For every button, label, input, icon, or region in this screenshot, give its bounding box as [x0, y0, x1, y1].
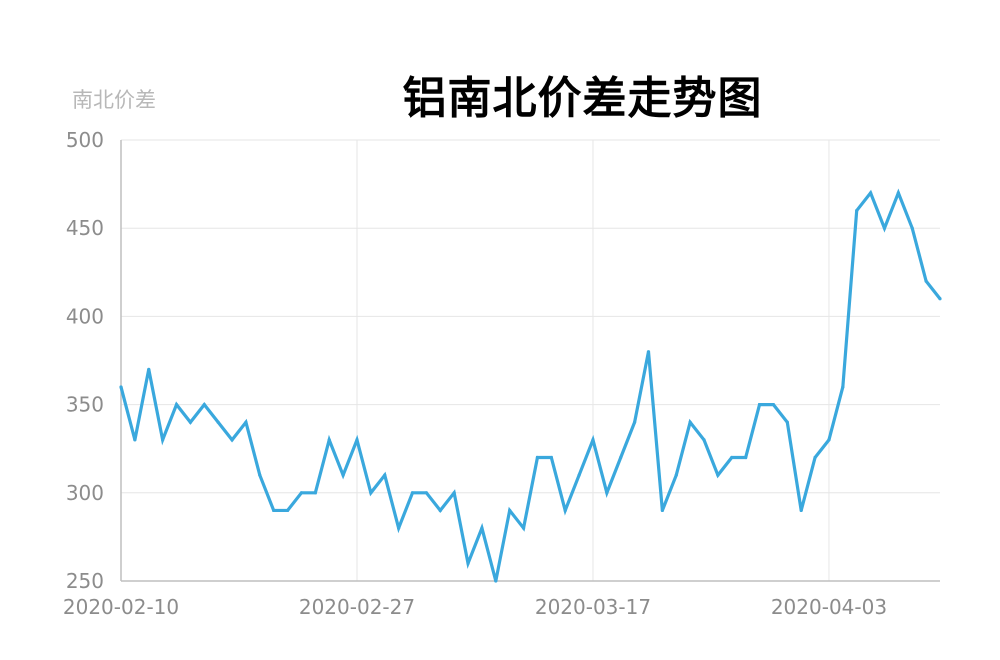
y-tick-label: 300	[66, 481, 104, 505]
data-point	[521, 526, 526, 530]
data-point	[188, 420, 193, 424]
data-point	[299, 491, 304, 495]
data-point	[230, 438, 234, 442]
data-point	[549, 455, 553, 460]
data-point	[438, 508, 442, 513]
data-point	[410, 491, 415, 495]
data-point	[605, 491, 609, 495]
y-tick-label: 500	[66, 128, 104, 152]
data-point	[896, 191, 900, 195]
data-point	[313, 491, 317, 495]
data-point	[244, 420, 248, 424]
data-point	[383, 473, 387, 477]
data-point	[771, 403, 776, 407]
data-point	[327, 438, 331, 442]
data-point	[369, 491, 373, 495]
data-point	[161, 438, 165, 442]
y-axis-unit-label: 南北价差	[72, 88, 156, 112]
data-point	[272, 508, 276, 513]
y-tick-label: 250	[66, 569, 104, 593]
data-point	[827, 438, 831, 442]
data-point	[688, 420, 692, 424]
data-point	[910, 226, 914, 230]
x-tick-label: 2020-04-03	[771, 595, 887, 619]
data-point	[355, 438, 359, 442]
data-point	[702, 438, 706, 442]
data-point	[799, 508, 803, 513]
data-point	[535, 455, 540, 460]
y-tick-label: 450	[66, 216, 104, 240]
data-point	[744, 455, 748, 460]
series-layer	[119, 188, 942, 583]
data-point	[868, 191, 873, 195]
data-point	[480, 526, 484, 530]
data-point	[882, 226, 887, 230]
tick-label-layer: 250 300 350 400 450 500 2020-02-10 2020-02-27 20…	[63, 128, 887, 619]
data-point	[397, 526, 401, 530]
data-point	[258, 473, 262, 477]
grid-layer	[121, 139, 940, 581]
x-tick-label: 2020-02-10	[63, 595, 179, 619]
data-point	[841, 385, 845, 389]
data-point	[785, 420, 789, 424]
data-point	[660, 508, 664, 513]
data-point	[855, 208, 859, 213]
data-point	[119, 385, 123, 389]
data-point	[174, 403, 179, 407]
data-point	[757, 403, 762, 407]
data-point	[508, 508, 512, 513]
data-point	[452, 491, 456, 495]
data-point	[619, 455, 623, 460]
x-tick-label: 2020-03-17	[535, 595, 651, 619]
data-point	[591, 438, 595, 442]
data-point	[341, 473, 345, 477]
data-point	[424, 491, 428, 495]
axis-layer	[120, 140, 940, 582]
data-point	[813, 455, 817, 460]
data-point	[494, 579, 498, 583]
data-point	[216, 420, 220, 424]
data-point	[646, 350, 651, 354]
data-point	[202, 403, 206, 407]
data-point	[730, 455, 734, 460]
data-point	[633, 420, 637, 424]
data-point	[147, 367, 151, 371]
data-point	[577, 473, 581, 477]
chart-title: 铝南北价差走势图	[402, 73, 763, 124]
y-tick-label: 400	[66, 304, 104, 328]
data-point	[133, 438, 137, 442]
data-point	[938, 297, 942, 301]
y-tick-label: 350	[66, 393, 104, 417]
data-point	[924, 279, 928, 283]
x-tick-label: 2020-02-27	[299, 595, 415, 619]
data-point	[466, 561, 470, 565]
data-point	[674, 473, 678, 477]
series-line	[119, 188, 942, 582]
data-point	[563, 508, 567, 513]
data-point	[716, 473, 720, 477]
data-point	[285, 508, 290, 513]
